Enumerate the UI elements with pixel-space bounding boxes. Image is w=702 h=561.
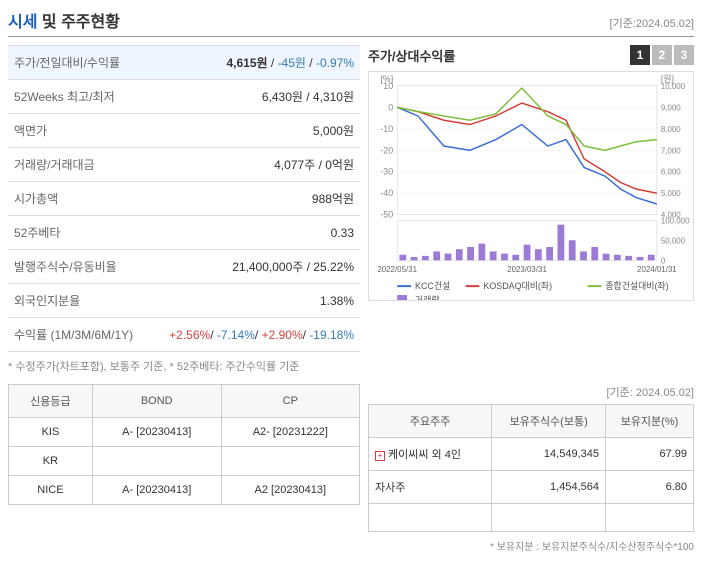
info-label: 주가/전일대비/수익률 <box>8 46 149 80</box>
info-label: 발행주식수/유동비율 <box>8 250 149 284</box>
info-value: 4,077주 / 0억원 <box>149 148 360 182</box>
shareholder-name: 자사주 <box>375 482 405 494</box>
info-value: 6,430원 / 4,310원 <box>149 80 360 114</box>
svg-text:9,000: 9,000 <box>661 103 681 112</box>
svg-text:종합건설대비(좌): 종합건설대비(좌) <box>605 281 668 291</box>
info-row: 발행주식수/유동비율21,400,000주 / 25.22% <box>8 250 360 284</box>
rating-row: NICEA- [20230413]A2 [20230413] <box>9 476 360 505</box>
chart-svg: [%][원]100-10-20-30-40-5010,0009,0008,000… <box>369 72 693 300</box>
info-row: 52주베타0.33 <box>8 216 360 250</box>
rating-cell: NICE <box>9 476 93 505</box>
info-value: 5,000원 <box>149 114 360 148</box>
svg-text:6,000: 6,000 <box>661 168 681 177</box>
info-value: 21,400,000주 / 25.22% <box>149 250 360 284</box>
shareholder-header: 보유주식수(보통) <box>492 405 606 438</box>
title-blue: 시세 <box>8 14 37 31</box>
info-label: 액면가 <box>8 114 149 148</box>
shareholder-note: * 보유지분 : 보유지분주식수/지수산정주식수*100 <box>368 538 694 553</box>
info-row: 주가/전일대비/수익률4,615원 / -45원 / -0.97% <box>8 46 360 80</box>
rating-panel: 신용등급BONDCP KISA- [20230413]A2- [20231222… <box>8 384 360 553</box>
shareholder-row: 자사주 1,454,5646.80 <box>369 471 694 504</box>
rating-header: BOND <box>92 385 221 418</box>
info-table: 주가/전일대비/수익률4,615원 / -45원 / -0.97%52Weeks… <box>8 45 360 352</box>
shareholder-pct: 67.99 <box>605 438 693 471</box>
shareholder-date: [기준: 2024.05.02] <box>368 384 694 400</box>
svg-text:2024/01/31: 2024/01/31 <box>637 265 677 274</box>
info-row: 시가총액988억원 <box>8 182 360 216</box>
info-label: 52주베타 <box>8 216 149 250</box>
reference-date: [기준:2024.05.02] <box>610 15 694 31</box>
info-row: 거래량/거래대금4,077주 / 0억원 <box>8 148 360 182</box>
shareholder-pct: 6.80 <box>605 471 693 504</box>
svg-text:-20: -20 <box>380 145 393 155</box>
page-header: 시세 및 주주현황 [기준:2024.05.02] <box>8 8 694 37</box>
pager-button-2[interactable]: 2 <box>652 45 672 65</box>
info-label: 수익률 (1M/3M/6M/1Y) <box>8 318 149 352</box>
rating-cell: KIS <box>9 418 93 447</box>
info-value: 4,615원 / -45원 / -0.97% <box>149 46 360 80</box>
chart-title: 주가/상대수익률 <box>368 46 455 65</box>
info-label: 외국인지분율 <box>8 284 149 318</box>
rating-cell <box>92 447 221 476</box>
chart-box: [%][원]100-10-20-30-40-5010,0009,0008,000… <box>368 71 694 301</box>
svg-text:-50: -50 <box>380 210 393 220</box>
rating-row: KISA- [20230413]A2- [20231222] <box>9 418 360 447</box>
rating-cell: A2- [20231222] <box>221 418 359 447</box>
svg-text:7,000: 7,000 <box>661 146 681 155</box>
title-rest: 및 주주현황 <box>37 14 120 31</box>
info-panel: 주가/전일대비/수익률4,615원 / -45원 / -0.97%52Weeks… <box>8 45 360 374</box>
svg-text:2023/03/31: 2023/03/31 <box>507 265 547 274</box>
info-label: 52Weeks 최고/최저 <box>8 80 149 114</box>
shareholder-header: 주요주주 <box>369 405 492 438</box>
shareholder-header: 보유지분(%) <box>605 405 693 438</box>
expand-icon[interactable]: + <box>375 451 385 461</box>
rating-header: 신용등급 <box>9 385 93 418</box>
shareholder-shares: 1,454,564 <box>492 471 606 504</box>
info-row: 52Weeks 최고/최저6,430원 / 4,310원 <box>8 80 360 114</box>
svg-text:2022/05/31: 2022/05/31 <box>377 265 417 274</box>
page-title: 시세 및 주주현황 <box>8 8 120 32</box>
rating-cell: A- [20230413] <box>92 476 221 505</box>
rating-row: KR <box>9 447 360 476</box>
shareholder-row: +케이씨씨 외 4인 14,549,34567.99 <box>369 438 694 471</box>
svg-text:0: 0 <box>661 256 666 265</box>
svg-text:5,000: 5,000 <box>661 189 681 198</box>
svg-text:50,000: 50,000 <box>661 236 686 245</box>
info-row: 액면가5,000원 <box>8 114 360 148</box>
svg-text:100,000: 100,000 <box>661 217 690 226</box>
info-value: 1.38% <box>149 284 360 318</box>
svg-text:8,000: 8,000 <box>661 125 681 134</box>
svg-text:-10: -10 <box>380 124 393 134</box>
rating-table: 신용등급BONDCP KISA- [20230413]A2- [20231222… <box>8 384 360 505</box>
info-value: 988억원 <box>149 182 360 216</box>
chart-pager: 123 <box>630 45 694 65</box>
svg-text:-30: -30 <box>380 167 393 177</box>
rating-cell: KR <box>9 447 93 476</box>
info-label: 시가총액 <box>8 182 149 216</box>
rating-cell: A2 [20230413] <box>221 476 359 505</box>
svg-text:KOSDAQ대비(좌): KOSDAQ대비(좌) <box>483 281 552 291</box>
svg-text:거래량: 거래량 <box>415 294 440 300</box>
svg-text:0: 0 <box>388 102 393 112</box>
pager-button-1[interactable]: 1 <box>630 45 650 65</box>
svg-text:10: 10 <box>383 81 393 91</box>
info-value: 0.33 <box>149 216 360 250</box>
svg-text:KCC건설: KCC건설 <box>415 281 450 291</box>
chart-panel: 주가/상대수익률 123 [%][원]100-10-20-30-40-5010,… <box>368 45 694 374</box>
info-row: 수익률 (1M/3M/6M/1Y)+2.56%/ -7.14%/ +2.90%/… <box>8 318 360 352</box>
info-note: * 수정주가(차트포함), 보통주 기준, * 52주베타: 주간수익률 기준 <box>8 358 360 374</box>
shareholder-shares: 14,549,345 <box>492 438 606 471</box>
info-row: 외국인지분율1.38% <box>8 284 360 318</box>
pager-button-3[interactable]: 3 <box>674 45 694 65</box>
rating-header: CP <box>221 385 359 418</box>
svg-text:-40: -40 <box>380 188 393 198</box>
shareholder-table: 주요주주보유주식수(보통)보유지분(%) +케이씨씨 외 4인 14,549,34… <box>368 404 694 532</box>
svg-text:10,000: 10,000 <box>661 82 686 91</box>
rating-cell: A- [20230413] <box>92 418 221 447</box>
info-label: 거래량/거래대금 <box>8 148 149 182</box>
shareholder-panel: [기준: 2024.05.02] 주요주주보유주식수(보통)보유지분(%) +케… <box>368 384 694 553</box>
rating-cell <box>221 447 359 476</box>
info-value: +2.56%/ -7.14%/ +2.90%/ -19.18% <box>149 318 360 352</box>
shareholder-name: 케이씨씨 외 4인 <box>388 449 461 461</box>
